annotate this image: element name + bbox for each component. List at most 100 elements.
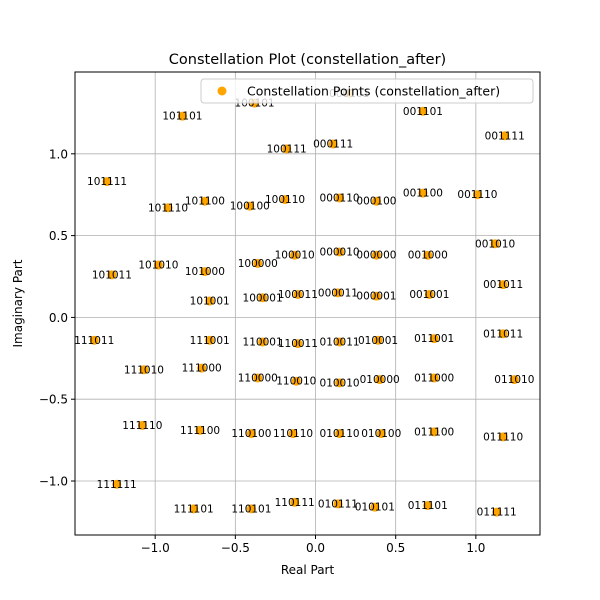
point-label: 111111: [97, 479, 137, 491]
point-label: 001110: [457, 189, 497, 201]
point-label: 111110: [122, 420, 162, 432]
constellation-point: [107, 270, 117, 280]
point-label: 101010: [138, 260, 178, 272]
constellation-point: [429, 373, 439, 383]
point-label: 010000: [360, 374, 400, 386]
constellation-point: [423, 250, 433, 260]
point-label: 100000: [238, 258, 278, 270]
x-tick-label: 0.5: [386, 541, 405, 555]
legend-label: Constellation Points (constellation_afte…: [247, 84, 500, 99]
point-label: 101100: [185, 196, 225, 208]
constellation-point: [177, 111, 187, 121]
constellation-point: [376, 429, 386, 439]
constellation-point: [490, 239, 500, 249]
constellation-point: [200, 267, 210, 277]
point-label: 011010: [494, 374, 534, 386]
point-label: 001001: [409, 289, 449, 301]
constellation-point: [258, 293, 268, 303]
constellation-point: [153, 260, 163, 270]
point-label: 001000: [408, 250, 448, 262]
y-tick-label: −0.5: [39, 393, 68, 407]
point-label: 101011: [92, 269, 132, 281]
point-label: 011000: [414, 372, 454, 384]
legend-marker: [217, 86, 227, 96]
constellation-point: [293, 290, 303, 300]
constellation-point: [195, 425, 205, 435]
constellation-point: [373, 335, 383, 345]
point-label: 001101: [403, 106, 443, 118]
constellation-point: [280, 195, 290, 205]
plot-frame: [74, 71, 541, 536]
point-label: 000100: [356, 196, 396, 208]
constellation-point: [102, 177, 112, 187]
point-label: 001100: [403, 188, 443, 200]
point-label: 111011: [74, 335, 114, 347]
constellation-point: [112, 479, 122, 489]
point-label: 110110: [273, 428, 313, 440]
point-label: 000001: [356, 291, 396, 303]
point-label: 010001: [358, 335, 398, 347]
point-label: 111000: [182, 363, 222, 375]
constellation-point: [290, 497, 300, 507]
constellation-point: [333, 499, 343, 509]
point-label: 111001: [190, 335, 230, 347]
constellation-point: [335, 193, 345, 203]
point-label: 100010: [275, 250, 315, 262]
point-label: 111101: [174, 503, 214, 515]
constellation-point: [509, 375, 519, 385]
point-label: 101000: [185, 266, 225, 278]
point-label: 100001: [243, 292, 283, 304]
point-label: 101110: [148, 202, 188, 214]
point-label: 000000: [356, 250, 396, 262]
constellation-point: [197, 363, 207, 373]
point-label: 010111: [318, 498, 358, 510]
point-label: 110010: [276, 376, 316, 388]
point-label: 110101: [231, 503, 271, 515]
constellation-point: [200, 196, 210, 206]
point-label: 011100: [414, 426, 454, 438]
grid-lines: [75, 72, 540, 535]
point-label: 011111: [477, 507, 517, 519]
y-tick-label: 0.0: [49, 311, 68, 325]
constellation-point: [253, 373, 263, 383]
constellation-point: [246, 429, 256, 439]
x-tick-label: −0.5: [221, 541, 250, 555]
point-label: 010100: [361, 428, 401, 440]
point-label: 011101: [408, 500, 448, 512]
point-label: 111010: [124, 364, 164, 376]
constellation-point: [253, 258, 263, 268]
point-label: 000010: [320, 246, 360, 258]
constellation-point: [163, 203, 173, 213]
constellation-point: [335, 378, 345, 388]
point-label: 100110: [265, 194, 305, 206]
point-label: 010011: [320, 336, 360, 348]
constellation-point: [258, 337, 268, 347]
constellation-point: [371, 291, 381, 301]
constellation-point: [137, 420, 147, 430]
constellation-point: [418, 106, 428, 116]
point-label: 010110: [320, 428, 360, 440]
point-label: 101001: [190, 296, 230, 308]
constellation-point: [291, 376, 301, 386]
y-tick-label: 0.5: [49, 229, 68, 243]
x-axis-ticks: −1.0 −0.5 0.0 0.5 1.0: [141, 535, 485, 555]
constellation-point: [500, 131, 510, 141]
constellation-point: [429, 427, 439, 437]
constellation-point: [245, 201, 255, 211]
constellation-point: [335, 337, 345, 347]
constellation-point: [335, 247, 345, 257]
point-label: 000011: [318, 287, 358, 299]
constellation-point: [418, 188, 428, 198]
legend-box: [200, 78, 534, 104]
point-label: 011011: [483, 328, 523, 340]
point-label: 110001: [243, 336, 283, 348]
chart-title: Constellation Plot (constellation_after): [169, 52, 446, 68]
point-label: 100111: [267, 143, 307, 155]
constellation-point: [288, 429, 298, 439]
point-label: 101101: [162, 111, 202, 123]
constellation-point: [498, 280, 508, 290]
point-label: 001011: [483, 279, 523, 291]
constellation-point: [371, 196, 381, 206]
x-axis-label: Real Part: [281, 563, 335, 577]
